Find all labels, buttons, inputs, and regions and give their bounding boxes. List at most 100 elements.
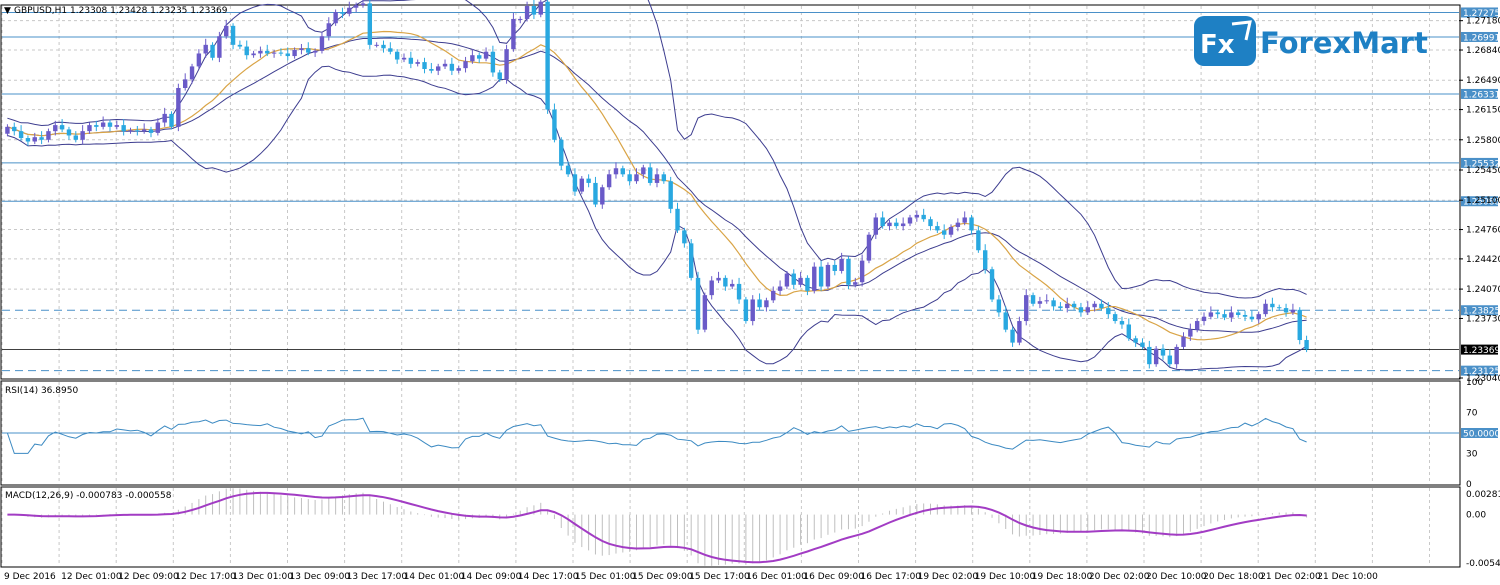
candle-body [1112, 314, 1118, 322]
candle-body [80, 131, 85, 140]
candle-body [853, 282, 858, 285]
candle-body [688, 243, 694, 278]
candle-body [935, 226, 940, 231]
rsi-level-label: 50.0000 [1463, 430, 1500, 440]
candle-body [518, 18, 523, 20]
level-price-label: 1.23825 [1463, 307, 1500, 317]
candle-body [784, 273, 790, 287]
time-tick-label: 20 Dec 10:00 [1146, 572, 1207, 582]
symbol-indicator-icon: ▼ [4, 6, 11, 16]
candle-body [654, 174, 660, 183]
candle-body [155, 122, 161, 133]
time-tick-label: 14 Dec 09:00 [461, 572, 522, 582]
candle-body [292, 50, 297, 57]
candle-body [511, 18, 516, 50]
time-tick-label: 16 Dec 17:00 [861, 572, 922, 582]
candle-body [53, 125, 58, 132]
candle-body [1119, 321, 1125, 325]
candle-body [1106, 308, 1111, 315]
candle-body [429, 69, 434, 71]
candle-body [217, 36, 222, 58]
candle-body [265, 50, 270, 54]
level-price-label: 1.25088 [1463, 198, 1500, 208]
level-price-label: 1.25532 [1463, 159, 1500, 169]
candle-body [675, 208, 680, 231]
candle-body [148, 129, 154, 133]
price-tick-label: 1.23730 [1466, 314, 1500, 324]
candle-body [18, 131, 24, 139]
candle-body [627, 174, 632, 182]
macd-panel[interactable] [0, 486, 1461, 568]
candle-body [1208, 312, 1214, 317]
candle-body [613, 168, 619, 175]
candle-body [524, 6, 530, 19]
candle-body [285, 53, 290, 57]
rsi-tick-label: 70 [1466, 409, 1478, 419]
candle-body [210, 44, 215, 58]
candle-body [271, 52, 277, 54]
candle-body [66, 129, 72, 136]
candle-body [606, 174, 612, 188]
macd-tick-label: 0.002813 [1466, 490, 1500, 500]
symbol-header: GBPUSD,H1 1.23308 1.23428 1.23235 1.2336… [14, 6, 228, 16]
bollinger-lower-line [7, 65, 1307, 371]
candle-body [59, 125, 65, 130]
bollinger-middle-line [7, 37, 1307, 333]
price-tick-label: 1.24760 [1466, 226, 1500, 236]
candle-body [1153, 348, 1159, 365]
candle-body [1242, 314, 1248, 317]
candle-body [1236, 312, 1241, 315]
candle-body [1085, 307, 1090, 313]
rsi-panel[interactable] [0, 380, 1461, 486]
candle-body [928, 219, 933, 227]
price-tick-label: 1.25800 [1466, 136, 1500, 146]
time-tick-label: 19 Dec 18:00 [1032, 572, 1093, 582]
forexmart-logo: Fx ForexMart [1194, 16, 1428, 66]
candle-body [504, 49, 509, 80]
candle-body [1003, 312, 1008, 330]
candle-body [1037, 301, 1043, 304]
rsi-tick-label: 0 [1466, 480, 1472, 490]
time-tick-label: 14 Dec 01:00 [404, 572, 465, 582]
candle-body [750, 299, 755, 322]
candle-body [1044, 300, 1049, 302]
candle-body [107, 122, 113, 127]
level-price-box [1461, 196, 1498, 207]
candle-body [244, 46, 249, 56]
candle-body [1201, 316, 1207, 322]
macd-header: MACD(12,26,9) -0.000783 -0.000558 [5, 491, 172, 501]
candle-body [1078, 307, 1084, 313]
candle-body [825, 264, 831, 287]
candle-body [319, 36, 325, 51]
level-price-box [1461, 365, 1498, 376]
candle-body [224, 25, 229, 37]
candle-body [1188, 329, 1193, 337]
candle-body [661, 174, 667, 182]
current-price-box [1461, 344, 1498, 355]
candles [5, 0, 1309, 369]
candle-body [258, 50, 263, 54]
candle-body [1099, 303, 1104, 309]
candle-body [46, 131, 51, 140]
candle-body [1263, 303, 1268, 315]
rsi-tick-label: 100 [1466, 378, 1483, 388]
candle-body [846, 258, 851, 285]
time-tick-label: 12 Dec 01:00 [61, 572, 122, 582]
level-price-label: 1.26331 [1463, 90, 1500, 100]
candle-body [682, 230, 687, 244]
candle-body [415, 62, 420, 64]
price-panel[interactable] [0, 4, 1461, 380]
candle-body [736, 283, 742, 300]
candle-body [887, 222, 892, 227]
candle-body [709, 280, 714, 296]
candle-body [87, 125, 92, 132]
candle-body [723, 277, 728, 287]
candle-body [695, 277, 701, 330]
candle-body [1194, 321, 1200, 330]
candle-body [442, 63, 448, 67]
price-tick-label: 1.26150 [1466, 106, 1500, 116]
candle-body [1147, 346, 1152, 365]
candle-body [531, 6, 537, 15]
candle-body [169, 113, 174, 127]
